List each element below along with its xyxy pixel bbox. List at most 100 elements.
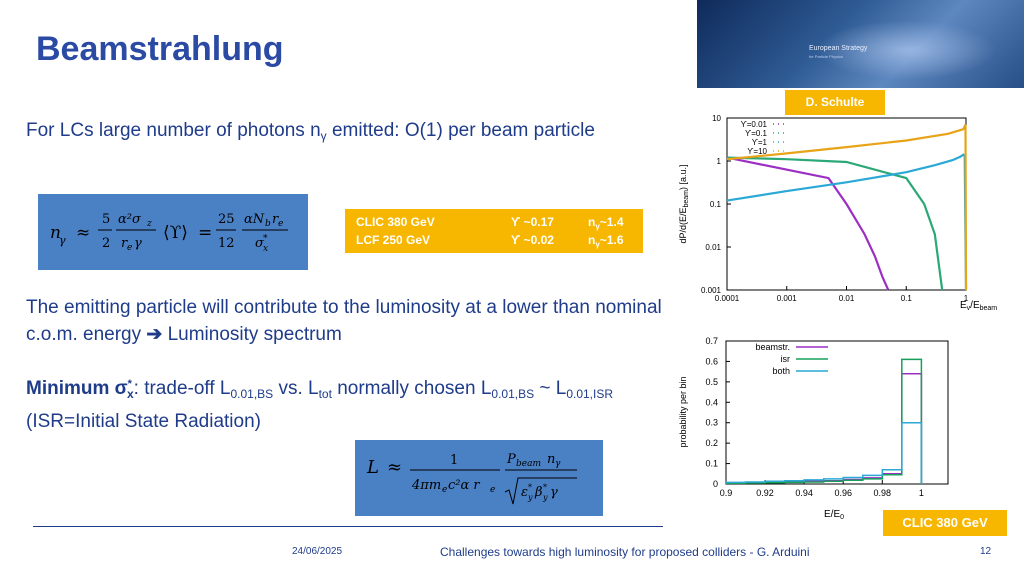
svg-text:α²σ: α²σ (118, 212, 142, 227)
chart2-y-tick-label: 0.6 (705, 356, 718, 366)
banner-logo-title: European Strategy (809, 45, 868, 52)
chart2-series-step (725, 421, 923, 484)
chart1-ylabel: dP/d(E/Ebeam) [a.u.] (678, 164, 690, 243)
clic-380-badge: CLIC 380 GeV (883, 510, 1007, 536)
banner-logo-subtitle: for Particle Physics (809, 54, 844, 59)
formula-luminosity: L ≈ 1 4πm e c²α r e P beam n γ ε * y β *… (355, 440, 603, 516)
svg-text:⟨ϒ⟩: ⟨ϒ⟩ (163, 223, 188, 243)
formula-n-gamma-svg: n γ ≈ 5 2 α²σ z r e γ ⟨ϒ⟩ = 25 12 αN b r… (50, 212, 288, 254)
chart1-xlabel: Eγ/Ebeam (960, 300, 997, 310)
chart2-legend-label: beamstr. (755, 342, 790, 352)
banner-glow (817, 20, 997, 80)
chart1-x-tick-label: 0.1 (901, 294, 913, 303)
svg-text:z: z (146, 219, 152, 229)
svg-text:γ: γ (59, 234, 66, 247)
chart2-x-tick-label: 0.98 (874, 488, 892, 498)
svg-text:γ: γ (555, 459, 561, 469)
footer-title: Challenges towards high luminosity for p… (440, 545, 810, 559)
svg-text:r: r (272, 212, 279, 227)
chart2-x-tick-label: 1 (919, 488, 924, 498)
chart2-y-tick-label: 0.3 (705, 418, 718, 428)
p1-text-after: emitted: O(1) per beam particle (326, 120, 595, 141)
svg-text:y: y (527, 493, 533, 502)
chart1-legend-label: ϒ=0.1 (745, 129, 768, 138)
svg-text:*: * (263, 234, 268, 244)
chart2-series-step (725, 358, 923, 484)
formula-n-gamma: n γ ≈ 5 2 α²σ z r e γ ⟨ϒ⟩ = 25 12 αN b r… (38, 194, 308, 270)
svg-text:γ: γ (134, 236, 142, 251)
page-number: 12 (980, 546, 992, 557)
svg-text:y: y (542, 493, 548, 502)
luminosity-spectrum-histogram: 0.9 0.92 0.94 0.96 0.98 1 0 0.1 0.2 0.3 0.4 0.5 0.6 0… (676, 330, 966, 530)
svg-text:≈: ≈ (76, 223, 90, 243)
p2-text-after: Luminosity spectrum (162, 324, 342, 345)
chart2-y-tick-label: 0.7 (705, 336, 718, 346)
p1-text: For LCs large number of photons n (26, 120, 321, 141)
p3-bold: Minimum σ (26, 378, 128, 399)
svg-text:r: r (121, 236, 128, 251)
chart2-x-tick-label: 0.96 (834, 488, 852, 498)
chart1-legend-label: ϒ=1 (752, 138, 768, 147)
svg-text:25: 25 (218, 212, 235, 227)
chart2-ylabel: probability per bin (678, 376, 688, 447)
svg-text:beam: beam (516, 459, 541, 469)
chart2-y-tick-label: 0.4 (705, 397, 718, 407)
svg-text:≈: ≈ (387, 457, 402, 478)
svg-text:c²α r: c²α r (448, 478, 480, 493)
svg-text:x: x (263, 244, 268, 254)
chart2-xlabel: E/E0 (824, 509, 844, 521)
svg-text:σ: σ (255, 236, 265, 251)
chart1-x-tick-label: 1 (964, 294, 969, 303)
chart2-x-tick-label: 0.94 (795, 488, 813, 498)
chart1-x-tick-label: 0.0001 (715, 294, 740, 303)
parameters-box: CLIC 380 GeV ϒ ~0.17 nγ~1.4 LCF 250 GeV … (345, 209, 643, 253)
chart1-series-line (726, 124, 968, 291)
svg-text:5: 5 (102, 212, 110, 227)
chart1-y-tick-label: 0.1 (710, 200, 722, 209)
chart2-legend-label: isr (781, 354, 791, 364)
params-name: LCF 250 GeV (356, 233, 431, 247)
footer-date: 24/06/2025 (292, 546, 343, 557)
svg-text:e: e (127, 243, 132, 253)
svg-text:e: e (442, 485, 447, 495)
chart2-y-tick-label: 0 (713, 479, 718, 489)
chart2-plot-area (725, 340, 949, 485)
svg-text:P: P (506, 452, 516, 467)
svg-text:β: β (534, 485, 543, 500)
params-ngamma: nγ~1.4 (588, 215, 624, 231)
chart1-series-line (726, 153, 968, 291)
slide-title: Beamstrahlung (36, 30, 284, 68)
paragraph-luminosity: The emitting particle will contribute to… (26, 294, 666, 348)
params-name: CLIC 380 GeV (356, 215, 435, 229)
beamstrahlung-spectrum-chart: 0.0001 0.001 0.01 0.1 1 0.001 0.01 0.1 1 10 ϒ=0.0… (676, 110, 1016, 315)
chart2-x-tick-label: 0.9 (720, 488, 733, 498)
svg-text:e: e (278, 219, 283, 229)
chart2-legend-label: both (772, 366, 790, 376)
chart1-legend-label: ϒ=10 (747, 147, 767, 156)
header-banner-image: European Strategy for Particle Physics (697, 0, 1024, 88)
svg-text:b: b (265, 219, 271, 229)
p1-sub: γ (320, 129, 327, 143)
svg-text:ε: ε (521, 485, 528, 500)
chart1-legend-label: ϒ=0.01 (741, 120, 768, 129)
banner-logo: European Strategy for Particle Physics (809, 45, 867, 61)
chart1-y-tick-label: 10 (712, 114, 721, 123)
paragraph-minimum-sigma: Minimum σ*x: trade-off L0.01,BS vs. Ltot… (26, 378, 614, 432)
svg-text:*: * (543, 483, 547, 492)
svg-text:4πm: 4πm (411, 478, 441, 493)
svg-text:2: 2 (102, 236, 110, 251)
chart2-y-tick-label: 0.1 (705, 459, 718, 469)
svg-text:e: e (490, 485, 495, 495)
chart1-x-tick-label: 0.001 (777, 294, 798, 303)
paragraph-photons: For LCs large number of photons nγ emitt… (26, 117, 646, 150)
svg-text:L: L (366, 457, 379, 478)
chart2-y-tick-label: 0.5 (705, 377, 718, 387)
footer-divider (33, 526, 663, 527)
params-upsilon: ϒ ~0.02 (511, 233, 554, 247)
svg-text:=: = (198, 223, 212, 243)
svg-text:*: * (528, 483, 532, 492)
params-upsilon: ϒ ~0.17 (511, 215, 554, 229)
chart1-x-tick-label: 0.01 (839, 294, 855, 303)
chart2-x-tick-label: 0.92 (756, 488, 774, 498)
svg-text:1: 1 (450, 453, 458, 468)
